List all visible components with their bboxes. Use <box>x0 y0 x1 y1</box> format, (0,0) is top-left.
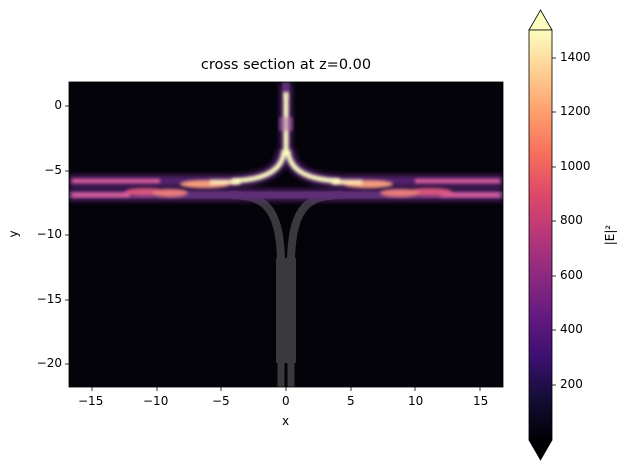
y-ticks <box>65 105 69 365</box>
y-tick-label: −5 <box>44 163 62 177</box>
chart-title: cross section at z=0.00 <box>200 57 372 73</box>
colorbar <box>528 9 556 461</box>
x-tick-label: 10 <box>408 394 424 408</box>
colorbar-tick-label: 600 <box>560 268 583 282</box>
x-tick-label: −15 <box>78 394 104 408</box>
colorbar-tick-label: 1400 <box>560 50 591 64</box>
colorbar-tick-label: 200 <box>560 377 583 391</box>
y-axis-label: y <box>6 230 21 238</box>
x-tick-label: 0 <box>282 394 290 408</box>
y-tick-label: −15 <box>36 292 62 306</box>
colorbar-tick-label: 800 <box>560 213 583 227</box>
colorbar-tick-label: 1000 <box>560 159 591 173</box>
y-tick-label: −10 <box>36 227 62 241</box>
colorbar-tick-label: 400 <box>560 322 583 336</box>
colorbar-tick-label: 1200 <box>560 104 591 118</box>
x-ticks <box>91 387 481 391</box>
y-tick-label: 0 <box>54 98 62 112</box>
field-map <box>69 82 503 387</box>
colorbar-label: |E|² <box>603 224 618 246</box>
field-intensity <box>69 82 503 201</box>
x-tick-label: −5 <box>212 394 230 408</box>
x-tick-label: −10 <box>143 394 169 408</box>
colorbar-extend-min <box>528 439 553 461</box>
colorbar-extend-max <box>528 9 553 31</box>
x-tick-label: 15 <box>473 394 489 408</box>
x-axis-label: x <box>282 414 290 428</box>
x-tick-label: 5 <box>347 394 355 408</box>
y-tick-label: −20 <box>36 356 62 370</box>
